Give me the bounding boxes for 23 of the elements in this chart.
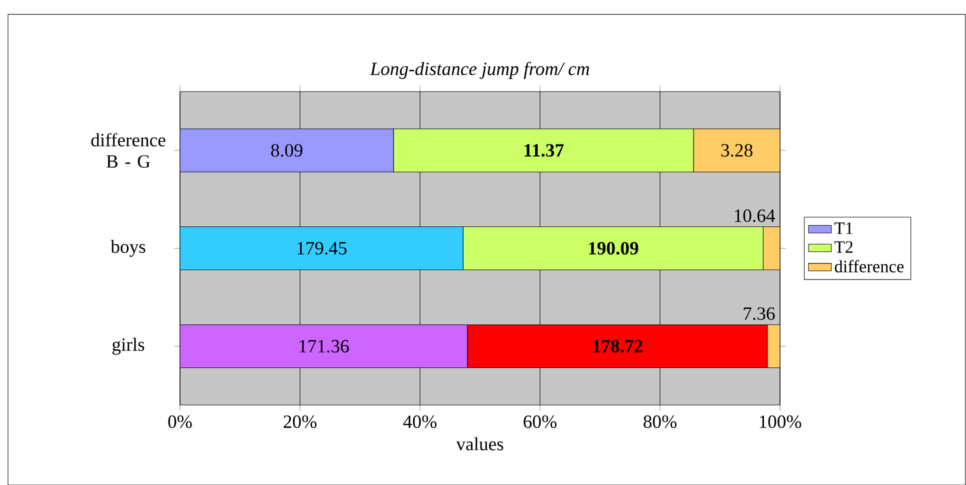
annotation: 171.36 [300,340,349,353]
y-tick-label: girls [112,338,144,355]
annotation: 10.64 [734,209,776,222]
x-tick-label: 100% [760,415,802,428]
x-tick-label: 0% [168,415,192,428]
annotation: 11.37 [524,144,564,157]
annotation: 8.09 [271,144,302,157]
y-tick-label: boys [110,240,146,257]
x-tick-label: 40% [403,415,436,428]
legend-label: T2 [834,241,853,253]
x-tick-label: 80% [644,415,676,428]
annotation: 3.28 [721,144,752,157]
chart-title: Long-distance jump from/ cm [370,62,590,79]
legend-label: difference [834,260,904,272]
annotation: 7.36 [744,307,775,320]
annotation: 178.72 [593,340,642,353]
x-tick-label: 60% [524,415,556,428]
y-tick-label: difference B - G [91,133,166,168]
x-axis-title: values [456,437,504,450]
annotation: 190.09 [589,242,638,255]
annotation: 179.45 [298,242,347,255]
legend-label: T1 [834,222,852,234]
x-tick-label: 20% [284,415,316,428]
